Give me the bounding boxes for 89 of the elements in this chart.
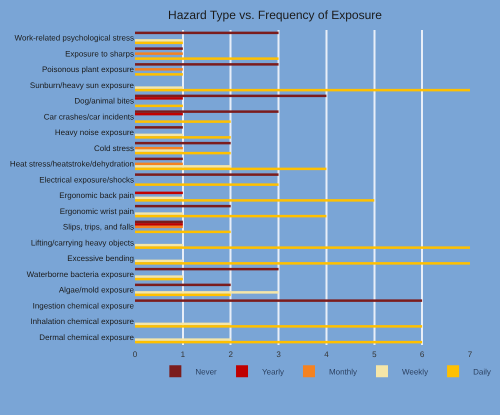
bar [135, 32, 279, 34]
bar [135, 183, 279, 186]
bar [135, 73, 183, 76]
bar [135, 322, 231, 326]
bar [135, 162, 183, 166]
y-tick-label: Electrical exposure/shocks [39, 175, 134, 184]
y-tick-label: Lifting/carrying heavy objects [30, 238, 134, 248]
x-tick-label: 4 [324, 350, 330, 359]
chart-title: Hazard Type vs. Frequency of Exposure [168, 8, 382, 22]
bar [135, 104, 183, 108]
bar [135, 146, 183, 150]
x-tick-label: 7 [468, 350, 473, 359]
bar [135, 230, 231, 234]
y-tick-label: Car crashes/car incidents [44, 112, 134, 122]
y-tick-label: Ergonomic back pain [59, 191, 134, 200]
legend-label: Monthly [328, 367, 357, 376]
y-tick-label: Heavy noise exposure [54, 128, 135, 138]
bar [135, 246, 470, 249]
bar [135, 86, 183, 89]
y-tick-label: Exposure to sharps [65, 49, 134, 58]
bar [135, 278, 183, 280]
y-tick-label: Inhalation chemical exposure [30, 317, 135, 326]
y-tick-label: Work-related psychological stress [14, 34, 134, 43]
bar [135, 338, 231, 341]
bar [135, 97, 183, 100]
bar [135, 142, 231, 144]
y-tick-label: Poisonous plant exposure [42, 65, 135, 74]
y-tick-label: Ingestion chemical exposure [32, 301, 135, 310]
bar [135, 192, 183, 194]
x-tick-label: 5 [372, 350, 378, 359]
bar [135, 212, 183, 215]
bar [135, 204, 231, 208]
x-tick-label: 2 [228, 350, 234, 359]
legend-label: Weekly [402, 367, 428, 376]
bar [135, 152, 231, 154]
legend-label: Daily [473, 367, 491, 376]
bar [135, 165, 231, 168]
y-tick-label: Algae/mold exposure [58, 286, 135, 295]
bar [135, 244, 183, 246]
bar [135, 88, 470, 92]
bar [135, 112, 183, 116]
bar [135, 275, 183, 278]
bar [135, 226, 183, 228]
bar [135, 168, 326, 170]
bar [135, 47, 183, 50]
bar [135, 262, 470, 265]
bar [135, 294, 231, 296]
bar [135, 291, 279, 294]
bar [135, 110, 279, 113]
bar [135, 39, 183, 42]
x-tick-label: 1 [180, 350, 186, 359]
bar [135, 199, 374, 202]
bar [135, 126, 183, 129]
bar [135, 325, 422, 328]
bar [135, 57, 279, 60]
bar [135, 214, 326, 218]
x-tick-label: 3 [276, 350, 282, 359]
bar [135, 52, 183, 55]
legend-label: Never [195, 367, 218, 376]
bar [135, 149, 183, 152]
y-tick-label: Dog/animal bites [74, 96, 134, 106]
bar [135, 223, 183, 226]
y-tick-label: Dermal chemical exposure [39, 332, 135, 342]
bar [135, 196, 183, 200]
bar [135, 268, 279, 270]
legend-label: Yearly [262, 367, 284, 376]
bar [135, 299, 422, 302]
bar [135, 340, 422, 344]
bar [135, 136, 231, 139]
y-tick-label: Sunburn/heavy sun exposure [30, 80, 135, 90]
bar [135, 260, 183, 262]
bar [135, 158, 183, 160]
bar [135, 220, 183, 224]
y-tick-label: Heat stress/heatstroke/dehydration [10, 160, 134, 169]
bar [135, 134, 183, 136]
bar [135, 284, 231, 286]
bar [135, 94, 326, 98]
y-tick-label: Excessive bending [67, 254, 134, 264]
x-tick-label: 6 [420, 350, 425, 359]
y-tick-label: Ergonomic wrist pain [60, 206, 134, 216]
bar [135, 63, 279, 66]
bar [135, 120, 231, 123]
bar [135, 42, 183, 44]
y-tick-label: Waterborne bacteria exposure [26, 270, 135, 279]
y-tick-label: Cold stress [94, 144, 134, 153]
bar [135, 173, 279, 176]
x-tick-label: 0 [132, 350, 138, 359]
y-tick-label: Slips, trips, and falls [62, 222, 134, 232]
bar [135, 68, 183, 71]
